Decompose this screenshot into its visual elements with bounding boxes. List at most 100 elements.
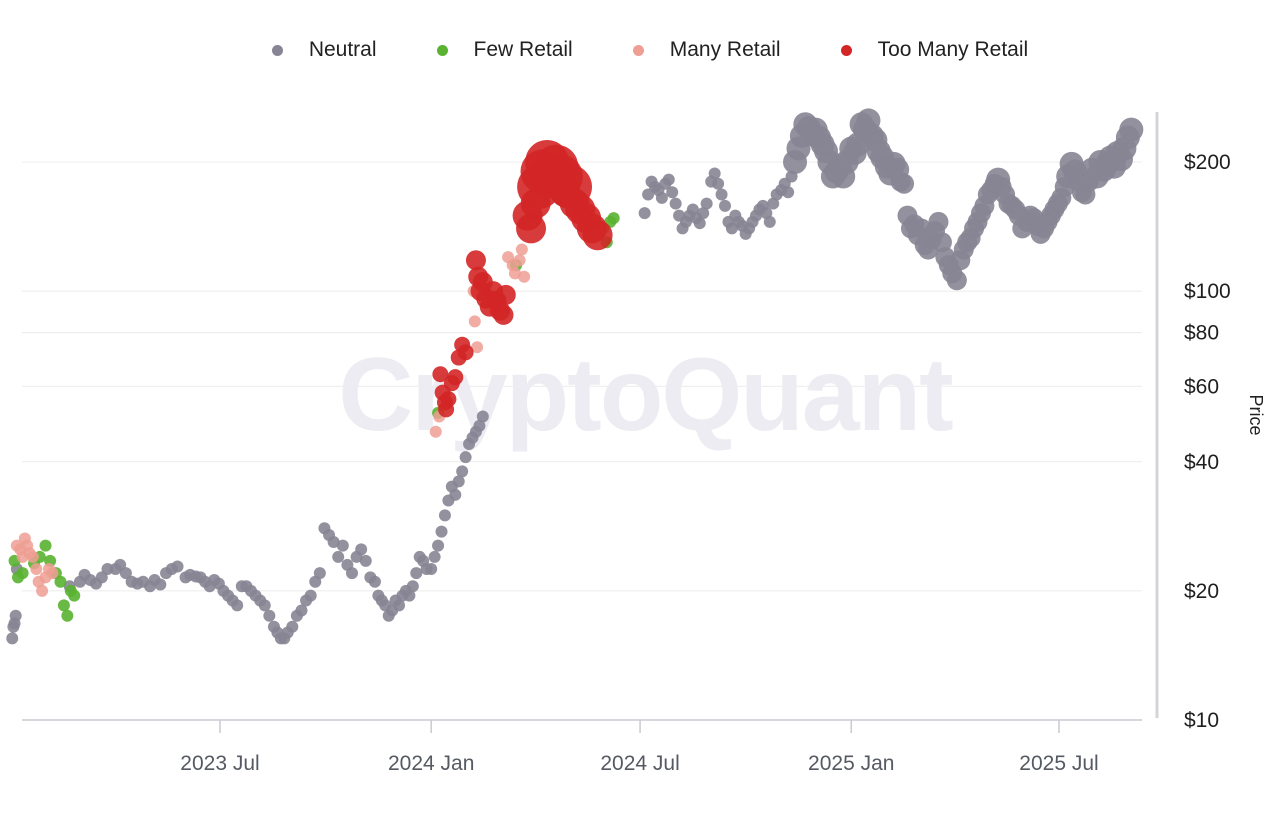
point-neutral[interactable] <box>767 197 780 210</box>
point-neutral[interactable] <box>438 509 451 522</box>
point-many-retail[interactable] <box>468 315 481 328</box>
point-neutral[interactable] <box>662 173 675 186</box>
point-many-retail[interactable] <box>46 567 59 580</box>
x-tick-label: 2024 Jan <box>388 752 474 775</box>
point-neutral[interactable] <box>119 567 132 580</box>
point-neutral[interactable] <box>410 567 423 580</box>
point-neutral[interactable] <box>712 177 725 190</box>
point-many-retail[interactable] <box>26 550 39 563</box>
legend-label-few-retail: Few Retail <box>473 38 573 61</box>
point-neutral[interactable] <box>693 217 706 230</box>
point-many-retail[interactable] <box>30 562 43 575</box>
point-neutral[interactable] <box>286 620 299 633</box>
point-few-retail[interactable] <box>39 539 52 552</box>
point-few-retail[interactable] <box>68 589 81 602</box>
legend-item-too-many-retail[interactable]: Too Many Retail <box>840 38 1028 62</box>
point-neutral[interactable] <box>368 575 381 588</box>
point-few-retail[interactable] <box>54 575 67 588</box>
point-few-retail[interactable] <box>57 599 70 612</box>
point-neutral[interactable] <box>666 186 679 199</box>
point-too-many-retail[interactable] <box>440 391 457 408</box>
y-tick-label: $20 <box>1184 580 1219 603</box>
point-neutral[interactable] <box>9 609 22 622</box>
point-neutral[interactable] <box>655 191 668 204</box>
point-many-retail[interactable] <box>515 243 528 256</box>
x-tick-label: 2025 Jan <box>808 752 894 775</box>
point-neutral[interactable] <box>459 451 472 464</box>
point-neutral[interactable] <box>697 207 710 220</box>
point-neutral[interactable] <box>295 604 308 617</box>
point-neutral[interactable] <box>452 475 465 488</box>
point-neutral[interactable] <box>154 578 167 591</box>
point-too-many-retail[interactable] <box>432 366 449 383</box>
point-neutral[interactable] <box>669 197 682 210</box>
point-neutral[interactable] <box>313 567 326 580</box>
x-tick-label: 2025 Jul <box>1019 752 1098 775</box>
point-few-retail[interactable] <box>61 609 74 622</box>
point-many-retail[interactable] <box>513 254 526 267</box>
point-neutral[interactable] <box>425 562 438 575</box>
point-neutral[interactable] <box>435 525 448 538</box>
point-too-many-retail[interactable] <box>493 304 514 325</box>
point-too-many-retail[interactable] <box>447 369 464 386</box>
point-neutral[interactable] <box>95 571 108 584</box>
point-neutral[interactable] <box>6 632 19 645</box>
legend-item-few-retail[interactable]: Few Retail <box>436 38 573 62</box>
point-neutral[interactable] <box>258 599 271 612</box>
legend-label-neutral: Neutral <box>308 38 377 61</box>
point-too-many-retail[interactable] <box>457 344 474 361</box>
point-neutral[interactable] <box>946 270 967 291</box>
point-neutral[interactable] <box>171 560 184 573</box>
point-neutral[interactable] <box>476 410 489 423</box>
point-many-retail[interactable] <box>36 584 49 597</box>
legend-marker-too-many-retail <box>840 44 852 56</box>
point-neutral[interactable] <box>336 539 349 552</box>
point-neutral[interactable] <box>894 173 915 194</box>
point-neutral[interactable] <box>359 554 372 567</box>
point-neutral[interactable] <box>715 188 728 201</box>
point-neutral[interactable] <box>327 536 340 549</box>
point-neutral[interactable] <box>708 167 721 180</box>
legend-marker-many-retail <box>632 44 644 56</box>
data-points <box>6 108 1144 645</box>
point-too-many-retail[interactable] <box>495 284 516 305</box>
point-neutral[interactable] <box>719 199 732 212</box>
point-neutral[interactable] <box>345 567 358 580</box>
point-few-retail[interactable] <box>607 212 620 225</box>
point-neutral[interactable] <box>473 419 486 432</box>
point-few-retail[interactable] <box>16 567 29 580</box>
point-neutral[interactable] <box>642 188 655 201</box>
point-too-many-retail[interactable] <box>516 213 547 244</box>
point-neutral[interactable] <box>449 488 462 501</box>
point-neutral[interactable] <box>931 232 952 253</box>
legend-item-many-retail[interactable]: Many Retail <box>632 38 781 62</box>
point-many-retail[interactable] <box>508 267 521 280</box>
point-neutral[interactable] <box>304 589 317 602</box>
point-many-retail[interactable] <box>471 341 484 354</box>
point-neutral[interactable] <box>928 211 949 232</box>
point-neutral[interactable] <box>393 599 406 612</box>
watermark: CryptoQuant <box>338 337 953 453</box>
point-neutral[interactable] <box>456 465 469 478</box>
point-neutral[interactable] <box>403 589 416 602</box>
point-many-retail[interactable] <box>518 270 531 283</box>
point-neutral[interactable] <box>406 580 419 593</box>
legend-item-neutral[interactable]: Neutral <box>271 38 377 62</box>
point-neutral[interactable] <box>263 609 276 622</box>
y-tick-label: $40 <box>1184 451 1219 474</box>
point-neutral[interactable] <box>355 543 368 556</box>
point-neutral[interactable] <box>782 186 795 199</box>
point-neutral[interactable] <box>638 207 651 220</box>
point-neutral[interactable] <box>1119 117 1144 142</box>
point-neutral[interactable] <box>428 550 441 563</box>
point-neutral[interactable] <box>432 539 445 552</box>
point-neutral[interactable] <box>231 599 244 612</box>
point-too-many-retail[interactable] <box>465 250 486 271</box>
point-neutral[interactable] <box>332 550 345 563</box>
point-neutral[interactable] <box>763 215 776 228</box>
y-tick-label: $60 <box>1184 375 1219 398</box>
point-too-many-retail[interactable] <box>582 220 613 251</box>
point-many-retail[interactable] <box>429 425 442 438</box>
point-neutral[interactable] <box>700 197 713 210</box>
